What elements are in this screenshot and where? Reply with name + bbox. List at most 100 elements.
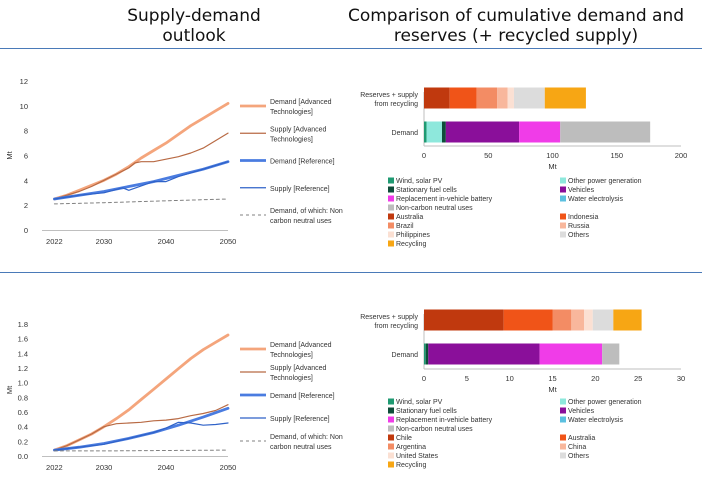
bar-category-label: from recycling [374,323,418,330]
legend-item-label: Stationary fuel cells [396,408,457,415]
right-title-line-2: reserves (+ recycled supply) [393,26,639,46]
bar-x-tick-label: 50 [484,151,492,160]
legend-label: Demand, of which: Non [270,208,343,215]
series-line [53,404,229,451]
bar-segment [428,343,540,365]
bar-segment [497,87,508,109]
x-tick-label: 2050 [220,463,237,472]
legend-item-label: Vehicles [568,408,595,415]
series-line [53,161,229,200]
legend-color-box [388,452,394,459]
legend-item-label: Water electrolysis [568,417,623,424]
legend-color-box [388,398,394,405]
bar-x-tick-label: 100 [546,151,559,160]
legend-item-label: Indonesia [568,214,598,221]
bar-segment [476,87,498,109]
bar-category-label: Reserves + supply [360,314,418,321]
legend-label: Technologies] [270,352,313,359]
bar-segment [539,343,603,365]
legend-label: Demand [Reference] [270,393,335,400]
series-line [53,449,229,452]
bar-segment [449,87,477,109]
bar-segment [424,87,450,109]
legend-label: Technologies] [270,136,313,143]
legend-item-label: Wind, solar PV [396,399,443,406]
legend-color-box [560,416,566,423]
y-tick-label: 6 [24,152,28,161]
bar-x-tick-label: 15 [548,374,556,383]
bar-segment [613,309,642,331]
series-line [53,132,229,200]
legend-item-label: Philippines [396,232,430,239]
legend-color-box [388,461,394,468]
y-axis-label: Mt [5,385,14,394]
y-tick-label: 1.2 [18,364,28,373]
legend-item-label: Chile [396,435,412,442]
legend-item-label: Argentina [396,444,426,451]
bar-segment [602,343,620,365]
legend-item-label: Wind, solar PV [396,178,443,185]
legend-label: Supply [Reference] [270,416,330,423]
bar-x-tick-label: 150 [610,151,623,160]
y-tick-label: 1.0 [18,379,28,388]
left-title-line-1: Supply-demand [127,6,261,26]
legend-label: Demand [Reference] [270,159,335,166]
bar-segment [513,87,545,109]
legend-color-box [388,240,394,247]
y-tick-label: 0 [24,226,28,235]
legend-item-label: Other power generation [568,399,642,406]
legend-color-box [388,416,394,423]
y-tick-label: 4 [24,176,28,185]
legend-label: Demand [Advanced [270,99,332,106]
bar-x-tick-label: 25 [634,374,642,383]
x-tick-label: 2040 [158,463,175,472]
legend-item-label: China [568,444,586,451]
x-tick-label: 2040 [158,237,175,246]
bar-segment [571,309,585,331]
legend-color-box [388,195,394,202]
right-title-line-1: Comparison of cumulative demand and [347,6,685,26]
legend-item-label: Recycling [396,241,426,248]
legend-color-box [560,195,566,202]
bar-segment [507,87,514,109]
series-line [53,160,230,201]
legend-color-box [560,434,566,441]
bar-category-label: from recycling [374,101,418,108]
legend-color-box [388,204,394,211]
legend-label: Demand [Advanced [270,342,332,349]
y-tick-label: 1.8 [18,320,28,329]
legend-item-label: Others [568,232,590,239]
bar-x-tick-label: 10 [505,374,513,383]
legend-color-box [388,177,394,184]
series-line [53,333,230,452]
bar-category-label: Demand [392,352,419,359]
y-tick-label: 0.4 [18,423,28,432]
legend-item-label: Stationary fuel cells [396,187,457,194]
y-tick-label: 2 [24,201,28,210]
legend-label: Supply [Reference] [270,186,330,193]
x-tick-label: 2030 [96,463,113,472]
x-tick-label: 2050 [220,237,237,246]
legend-color-box [388,231,394,238]
bar-segment [445,121,520,143]
legend-item-label: Water electrolysis [568,196,623,203]
legend-color-box [560,398,566,405]
y-tick-label: 1.6 [18,335,28,344]
legend-label: Demand, of which: Non [270,434,343,441]
bar-segment [441,121,446,143]
legend-item-label: Other power generation [568,178,642,185]
legend-color-box [388,443,394,450]
bar-x-axis-label: Mt [548,162,557,171]
y-axis-label: Mt [5,150,14,159]
right-header: Comparison of cumulative demand and rese… [330,6,702,46]
bar-x-axis-label: Mt [548,385,557,394]
legend-color-box [388,407,394,414]
legend-color-box [560,177,566,184]
left-header: Supply-demand outlook [104,6,284,46]
bar-segment [584,309,593,331]
legend-color-box [560,213,566,220]
bar-segment [424,343,426,365]
bar-x-tick-label: 0 [422,374,426,383]
left-title-line-2: outlook [162,26,226,46]
